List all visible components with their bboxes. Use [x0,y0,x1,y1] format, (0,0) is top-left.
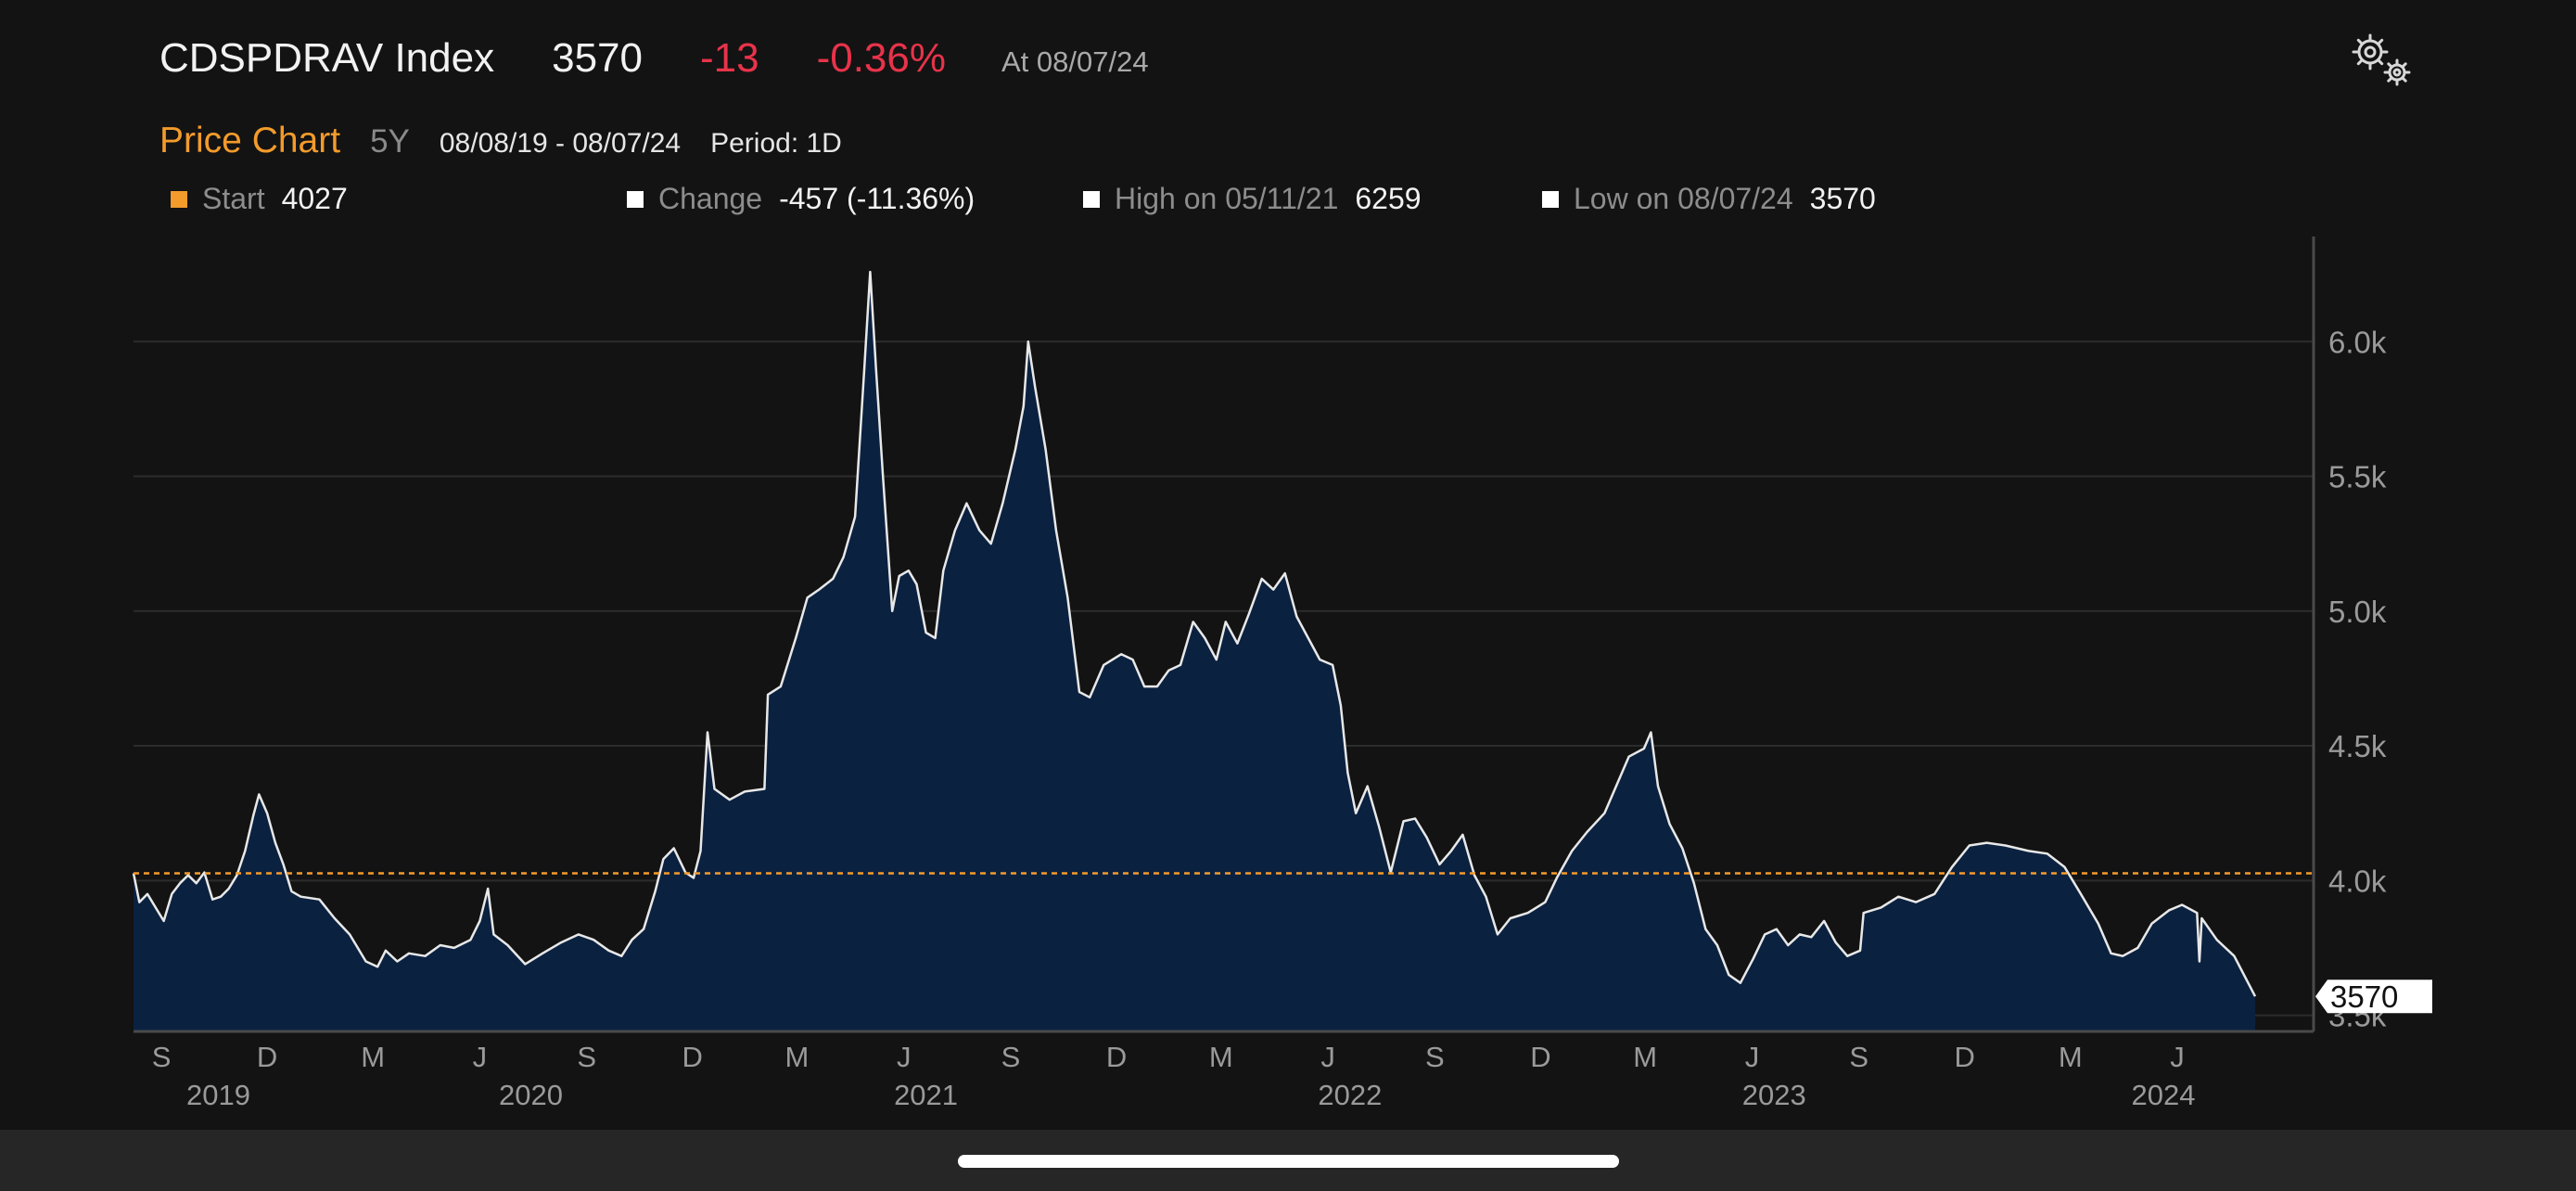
x-month-tick-label: D [257,1041,277,1073]
x-month-tick-label: M [785,1041,810,1073]
settings-button[interactable] [2346,30,2417,91]
x-year-label: 2023 [1742,1079,1806,1111]
y-tick-label: 5.0k [2328,595,2387,629]
y-tick-label: 4.0k [2328,864,2387,898]
percent-change: -0.36% [816,35,946,81]
stat-high: High on 05/11/21 6259 [1083,182,1422,216]
x-month-tick-label: J [473,1041,488,1073]
y-tick-label: 4.5k [2328,729,2387,763]
stats-legend: Start 4027 Change -457 (-11.36%) High on… [0,182,2576,223]
x-year-label: 2020 [499,1079,563,1111]
stat-start-label: Start [202,182,265,215]
white-square-icon [1542,190,1559,208]
range-selector[interactable]: 5Y [370,123,410,160]
x-month-tick-label: J [897,1041,912,1073]
x-month-tick-label: M [2059,1041,2083,1073]
stat-start: Start 4027 [171,182,348,216]
x-month-tick-label: S [1001,1041,1021,1073]
x-month-tick-label: S [1849,1041,1868,1073]
x-year-label: 2024 [2132,1079,2196,1111]
x-year-label: 2022 [1318,1079,1382,1111]
x-month-tick-label: J [1320,1041,1335,1073]
price-chart-title[interactable]: Price Chart [159,121,341,160]
gears-icon [2352,33,2411,86]
quote-header: CDSPDRAV Index 3570 -13 -0.36% At 08/07/… [159,35,1149,82]
white-square-icon [627,190,644,208]
stat-low-label: Low on 08/07/24 [1574,182,1793,215]
x-month-tick-label: S [152,1041,172,1073]
stat-high-value: 6259 [1355,182,1422,215]
x-month-tick-label: M [361,1041,385,1073]
period-selector[interactable]: Period: 1D [710,128,842,159]
x-year-label: 2019 [186,1079,250,1111]
stat-change: Change -457 (-11.36%) [627,182,975,216]
x-month-tick-label: J [2170,1041,2185,1073]
x-month-tick-label: S [577,1041,596,1073]
stat-high-label: High on 05/11/21 [1115,182,1339,215]
date-range[interactable]: 08/08/19 - 08/07/24 [439,128,682,159]
orange-square-icon [171,190,187,208]
white-square-icon [1083,190,1100,208]
y-tick-label: 6.0k [2328,325,2387,359]
x-month-tick-label: S [1425,1041,1445,1073]
x-month-tick-label: D [682,1041,703,1073]
last-value-tag: 3570 [2315,980,2432,1014]
x-year-label: 2021 [894,1079,958,1111]
net-change: -13 [699,35,759,81]
x-month-tick-label: M [1209,1041,1233,1073]
x-month-tick-label: M [1633,1041,1657,1073]
x-month-tick-label: D [1955,1041,1975,1073]
price-area [134,272,2255,1032]
home-indicator[interactable] [958,1155,1619,1168]
y-tick-label: 5.5k [2328,460,2387,494]
stat-low: Low on 08/07/24 3570 [1542,182,1876,216]
chart-subheader: Price Chart 5Y 08/08/19 - 08/07/24 Perio… [159,121,842,161]
stat-start-value: 4027 [281,182,348,215]
price-line [132,270,2257,997]
x-month-tick-label: D [1530,1041,1550,1073]
last-price: 3570 [552,35,643,81]
as-of-date: At 08/07/24 [1001,45,1149,78]
x-month-tick-label: D [1106,1041,1127,1073]
ticker-name[interactable]: CDSPDRAV Index [159,35,495,81]
last-value-label: 3570 [2330,980,2398,1014]
stat-low-value: 3570 [1809,182,1876,215]
x-month-tick-label: J [1745,1041,1760,1073]
stat-change-label: Change [658,182,763,215]
last-value-tag-bg [2315,980,2432,1014]
stat-change-value: -457 (-11.36%) [779,182,976,215]
